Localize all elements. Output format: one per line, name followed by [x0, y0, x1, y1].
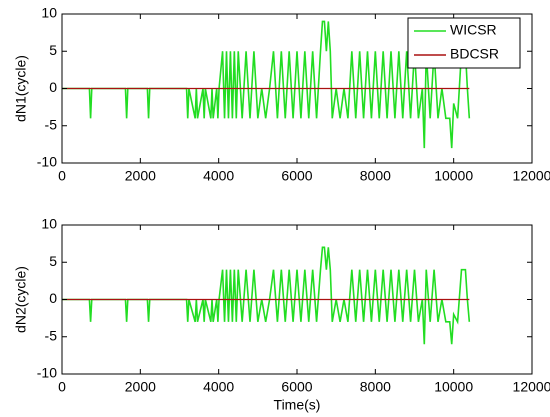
y-tick-label: 10	[41, 5, 57, 21]
y-tick-label: 0	[49, 79, 57, 95]
x-tick-label: 6000	[281, 379, 312, 395]
x-tick-label: 2000	[125, 168, 156, 184]
y-axis-label: dN2(cycle)	[13, 266, 29, 333]
y-axis-label: dN1(cycle)	[13, 55, 29, 122]
x-tick-label: 2000	[125, 379, 156, 395]
legend-box	[407, 17, 521, 69]
x-axis-label: Time(s)	[274, 397, 321, 413]
y-tick-label: 5	[49, 253, 57, 269]
x-tick-label: 4000	[203, 168, 234, 184]
x-tick-label: 10000	[434, 168, 473, 184]
data-line	[62, 20, 471, 149]
x-tick-label: 0	[58, 168, 66, 184]
legend-label: WICSR	[450, 22, 497, 38]
y-tick-label: -10	[37, 154, 57, 170]
x-tick-label: 0	[58, 379, 66, 395]
x-tick-label: 12000	[513, 379, 550, 395]
axes-box	[61, 13, 533, 164]
data-line	[62, 246, 471, 345]
y-tick-label: -5	[45, 327, 58, 343]
y-tick-label: -10	[37, 365, 57, 381]
y-tick-label: 5	[49, 42, 57, 58]
x-tick-label: 12000	[513, 168, 550, 184]
x-tick-label: 4000	[203, 379, 234, 395]
y-tick-label: 0	[49, 290, 57, 306]
y-tick-label: 10	[41, 216, 57, 232]
legend-label: BDCSR	[450, 46, 499, 62]
x-tick-label: 10000	[434, 379, 473, 395]
x-tick-label: 8000	[360, 168, 391, 184]
y-tick-label: -5	[45, 116, 58, 132]
x-tick-label: 6000	[281, 168, 312, 184]
axes-box	[61, 224, 533, 375]
x-tick-label: 8000	[360, 379, 391, 395]
